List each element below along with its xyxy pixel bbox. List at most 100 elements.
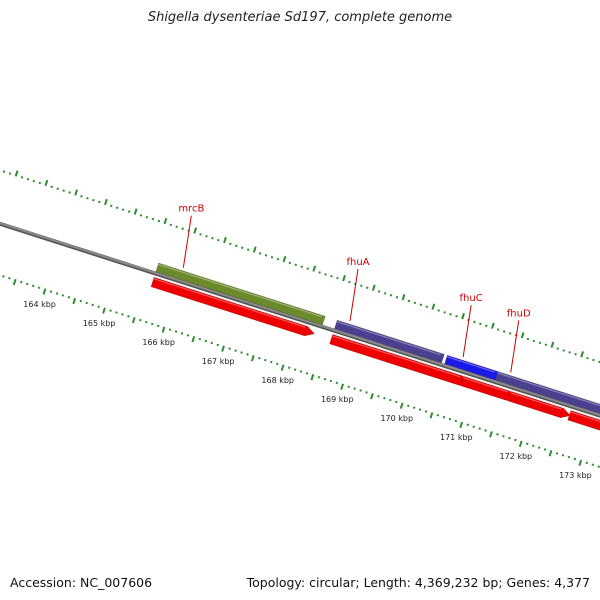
scale-label: 165 kbp: [83, 319, 116, 328]
tick-mark: [67, 296, 71, 299]
tick-mark: [168, 328, 172, 331]
tick-mark: [246, 353, 249, 356]
tick-mark: [211, 236, 214, 240]
tick-mark: [531, 444, 535, 447]
tick-mark: [204, 339, 208, 343]
cds-arrow[interactable]: [507, 391, 571, 419]
tick-mark: [74, 189, 79, 196]
gene-label-leader: [510, 320, 520, 373]
scale-label: 164 kbp: [23, 300, 56, 309]
tick-mark: [280, 364, 285, 371]
tick-mark: [217, 238, 220, 242]
tick-mark: [407, 299, 411, 303]
tick-mark: [318, 271, 321, 274]
scale-label: 167 kbp: [202, 357, 235, 366]
gene-label-leader: [462, 305, 472, 358]
tick-mark: [526, 442, 529, 446]
tick-mark: [305, 372, 309, 375]
tick-mark: [42, 288, 47, 295]
tick-mark: [514, 438, 517, 442]
gene-block[interactable]: [155, 262, 326, 326]
tick-mark: [538, 341, 542, 345]
tick-mark: [496, 433, 499, 436]
tick-mark: [490, 322, 495, 329]
tick-mark: [443, 311, 446, 314]
tick-mark: [104, 198, 108, 206]
gene-label-leader: [182, 215, 192, 268]
tick-mark: [97, 305, 100, 309]
tick-mark: [383, 292, 387, 295]
tick-mark: [32, 179, 36, 183]
tick-mark: [139, 214, 143, 217]
tick-mark: [370, 393, 374, 400]
cds-arrow[interactable]: [150, 276, 315, 337]
tick-mark: [92, 198, 95, 202]
tick-mark: [270, 360, 273, 364]
tick-mark: [115, 206, 119, 210]
tick-mark: [502, 434, 505, 438]
tick-mark: [573, 457, 577, 461]
gene-block[interactable]: [494, 371, 600, 422]
tick-mark: [287, 366, 291, 369]
tick-mark: [574, 353, 577, 356]
scale-label: 168 kbp: [261, 376, 294, 385]
tick-mark: [424, 410, 428, 413]
feature-highlight: [446, 356, 495, 373]
tick-mark: [121, 208, 125, 211]
tick-mark: [250, 355, 255, 362]
gene-block[interactable]: [334, 319, 445, 364]
tick-mark: [56, 187, 59, 190]
tick-mark: [2, 170, 6, 173]
tick-mark: [578, 459, 583, 467]
tick-mark: [127, 315, 130, 318]
tick-mark: [91, 303, 94, 307]
tick-mark: [12, 278, 17, 286]
cds-arrow[interactable]: [567, 410, 600, 443]
tick-mark: [544, 343, 548, 347]
tick-mark: [293, 368, 297, 371]
tick-mark: [229, 242, 232, 246]
feature-highlight: [331, 335, 461, 378]
scale-label: 171 kbp: [440, 433, 473, 442]
tick-mark: [109, 204, 113, 208]
tick-mark: [555, 452, 559, 455]
tick-mark: [264, 358, 267, 362]
tick-mark: [550, 341, 555, 348]
tick-mark: [282, 255, 287, 263]
tick-mark: [98, 200, 101, 204]
tick-mark: [235, 244, 238, 248]
tick-mark: [26, 177, 30, 181]
tick-mark: [2, 275, 5, 278]
tick-mark: [348, 280, 351, 284]
tick-mark: [472, 425, 475, 428]
feature-highlight: [153, 278, 306, 328]
tick-mark: [86, 196, 89, 200]
tick-mark: [270, 255, 274, 259]
tick-mark: [157, 219, 161, 223]
tick-mark: [508, 332, 512, 335]
tick-mark: [115, 311, 118, 314]
tick-mark: [466, 423, 470, 427]
tick-mark: [359, 389, 362, 392]
tick-mark: [532, 339, 536, 343]
tick-mark: [216, 343, 219, 347]
tick-mark: [8, 276, 11, 280]
tick-mark: [234, 349, 237, 352]
tick-mark: [489, 431, 493, 438]
tick-mark: [175, 225, 178, 229]
tick-mark: [329, 379, 333, 383]
tick-mark: [537, 446, 541, 449]
scale-label: 169 kbp: [321, 395, 354, 404]
tick-mark: [365, 286, 369, 289]
tick-mark: [324, 273, 327, 276]
tick-mark: [562, 349, 565, 352]
tick-mark: [383, 396, 386, 400]
tick-mark: [449, 313, 452, 316]
tick-mark: [61, 294, 65, 297]
tick-mark: [79, 299, 83, 303]
tick-mark: [336, 276, 339, 280]
tick-mark: [205, 235, 208, 238]
feature-highlight: [510, 392, 562, 410]
gene-label: fhuD: [507, 308, 531, 319]
